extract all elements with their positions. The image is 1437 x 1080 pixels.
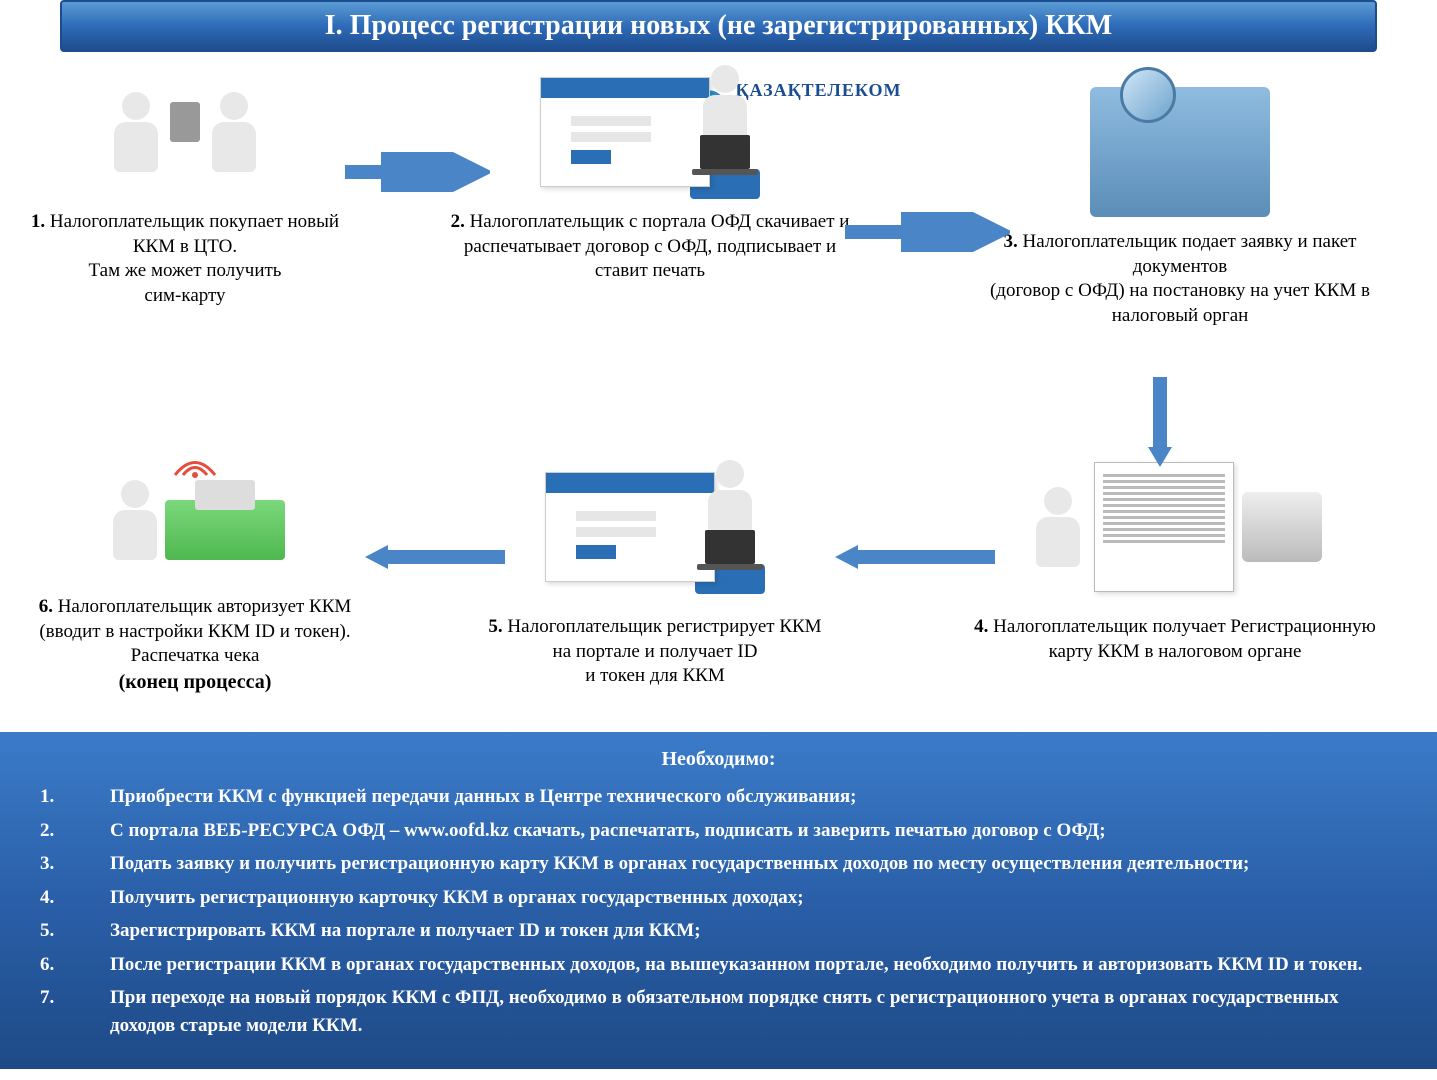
footer-item: При переходе на новый порядок ККМ с ФПД,…	[40, 984, 1397, 1039]
step2-caption: 2. Налогоплательщик с портала ОФД скачив…	[440, 210, 860, 284]
flow-step-4: 4. Налогоплательщик получает Регистрацио…	[960, 447, 1390, 664]
footer-item: Получить регистрационную карточку ККМ в …	[40, 884, 1397, 912]
flow-step-5: 5. Налогоплательщик регистрирует ККМ на …	[470, 447, 840, 689]
arrow-3-to-4	[1140, 372, 1180, 472]
step5-icon	[470, 447, 840, 607]
footer-item: Приобрести ККМ с функцией передачи данны…	[40, 783, 1397, 811]
end-process-label: (конец процесса)	[10, 669, 380, 695]
step3-icon	[970, 82, 1390, 222]
arrow-5-to-6	[360, 537, 510, 577]
step5-caption: 5. Налогоплательщик регистрирует ККМ на …	[470, 615, 840, 689]
flow-step-1: 1. Налогоплательщик покупает новый ККМ в…	[10, 62, 360, 309]
arrow-4-to-5	[830, 537, 1000, 577]
arrow-2-to-3	[840, 212, 1010, 252]
footer-item: Зарегистрировать ККМ на портале и получа…	[40, 917, 1397, 945]
step6-icon	[10, 417, 380, 587]
footer-list: Приобрести ККМ с функцией передачи данны…	[40, 783, 1397, 1039]
flow-step-3: 3. Налогоплательщик подает заявку и паке…	[970, 82, 1390, 329]
footer-heading: Необходимо:	[40, 748, 1397, 771]
arrow-1-to-2	[340, 152, 490, 192]
step1-icon	[10, 62, 360, 202]
step3-caption: 3. Налогоплательщик подает заявку и паке…	[970, 230, 1390, 329]
flow-diagram: ҚАЗАҚТЕЛЕКОМ 1. Налогоплательщик покупае…	[0, 52, 1437, 732]
title-banner: I. Процесс регистрации новых (не зарегис…	[60, 0, 1377, 52]
footer-item: С портала ВЕБ-РЕСУРСА ОФД – www.oofd.kz …	[40, 817, 1397, 845]
footer-panel: Необходимо: Приобрести ККМ с функцией пе…	[0, 732, 1437, 1069]
flow-step-6: 6. Налогоплательщик авторизует ККМ (ввод…	[10, 417, 380, 695]
page-title: I. Процесс регистрации новых (не зарегис…	[82, 10, 1355, 42]
footer-item: После регистрации ККМ в органах государс…	[40, 951, 1397, 979]
step2-icon	[440, 62, 860, 202]
step4-caption: 4. Налогоплательщик получает Регистрацио…	[960, 615, 1390, 664]
footer-item: Подать заявку и получить регистрационную…	[40, 850, 1397, 878]
step6-caption: 6. Налогоплательщик авторизует ККМ (ввод…	[10, 595, 380, 695]
flow-step-2: 2. Налогоплательщик с портала ОФД скачив…	[440, 62, 860, 284]
wifi-icon	[165, 445, 225, 480]
step1-caption: 1. Налогоплательщик покупает новый ККМ в…	[10, 210, 360, 309]
